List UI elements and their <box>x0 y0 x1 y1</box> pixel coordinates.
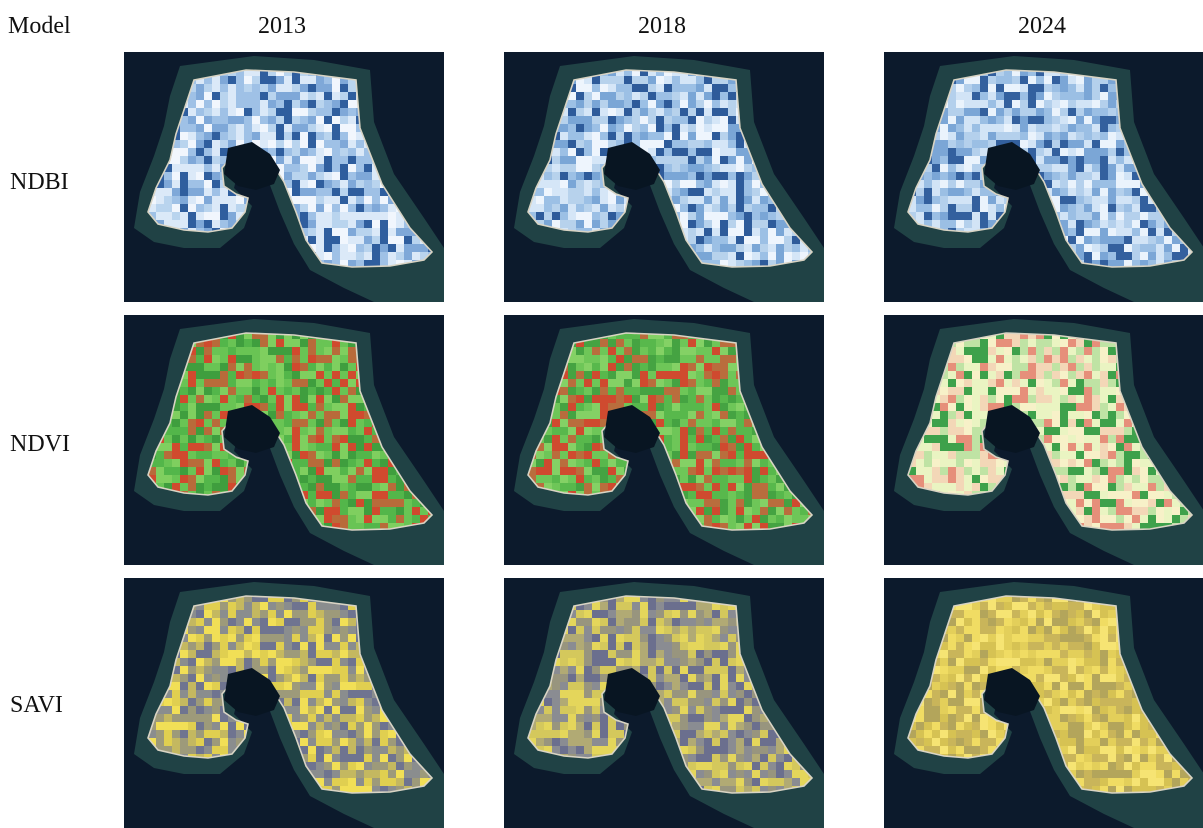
model-label-savi: SAVI <box>10 693 100 717</box>
satellite-map <box>504 578 824 828</box>
map-panel-savi-2024 <box>884 578 1203 828</box>
map-panel-ndbi-2013 <box>124 52 444 302</box>
map-panel-ndvi-2018 <box>504 315 824 565</box>
year-header-2013: 2013 <box>122 14 442 38</box>
map-panel-savi-2018 <box>504 578 824 828</box>
map-panel-ndvi-2024 <box>884 315 1203 565</box>
map-panel-ndbi-2018 <box>504 52 824 302</box>
satellite-map <box>124 578 444 828</box>
satellite-map <box>884 52 1203 302</box>
model-column-header: Model <box>8 14 71 38</box>
satellite-map <box>884 315 1203 565</box>
satellite-map <box>504 315 824 565</box>
year-header-2024: 2024 <box>882 14 1202 38</box>
model-label-ndvi: NDVI <box>10 432 100 456</box>
year-header-2018: 2018 <box>502 14 822 38</box>
map-panel-savi-2013 <box>124 578 444 828</box>
satellite-map <box>124 52 444 302</box>
map-panel-ndbi-2024 <box>884 52 1203 302</box>
satellite-map <box>124 315 444 565</box>
model-label-ndbi: NDBI <box>10 170 100 194</box>
satellite-map <box>884 578 1203 828</box>
satellite-map <box>504 52 824 302</box>
map-panel-ndvi-2013 <box>124 315 444 565</box>
